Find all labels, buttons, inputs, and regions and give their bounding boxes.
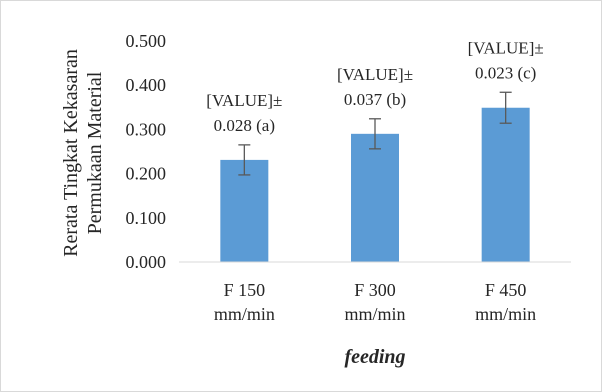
bar bbox=[220, 159, 269, 262]
error-bar bbox=[499, 91, 512, 124]
x-tick-label: F 300 mm/min bbox=[344, 280, 405, 324]
y-tick-label: 0.000 bbox=[126, 252, 167, 272]
y-tick-label: 0.500 bbox=[126, 31, 167, 51]
bars bbox=[220, 107, 530, 262]
data-label: [VALUE]± 0.037 (b) bbox=[337, 65, 413, 109]
error-bar bbox=[238, 144, 251, 176]
bar bbox=[351, 133, 399, 262]
x-tick-label: F 450 mm/min bbox=[475, 280, 536, 324]
y-axis-ticks: 0.000 0.100 0.200 0.300 0.400 0.500 bbox=[126, 31, 167, 272]
data-label: [VALUE]± 0.023 (c) bbox=[468, 38, 544, 82]
error-bar bbox=[369, 118, 381, 150]
x-axis-ticks: F 150 mm/min F 300 mm/min F 450 mm/min bbox=[214, 280, 536, 324]
x-tick-label: F 150 mm/min bbox=[214, 280, 275, 324]
y-axis-title: Rerata Tingkat Kekasaran Permukaan Materi… bbox=[60, 49, 106, 257]
x-axis-title: feeding bbox=[344, 346, 405, 368]
data-labels: [VALUE]± 0.028 (a) [VALUE]± 0.037 (b) [VALUE… bbox=[206, 38, 543, 135]
y-tick-label: 0.300 bbox=[126, 119, 167, 139]
data-label: [VALUE]± 0.028 (a) bbox=[206, 91, 282, 135]
bar bbox=[481, 107, 530, 262]
y-tick-label: 0.400 bbox=[126, 75, 167, 95]
y-tick-label: 0.100 bbox=[126, 208, 167, 228]
error-bars bbox=[238, 91, 512, 176]
y-tick-label: 0.200 bbox=[126, 164, 167, 184]
